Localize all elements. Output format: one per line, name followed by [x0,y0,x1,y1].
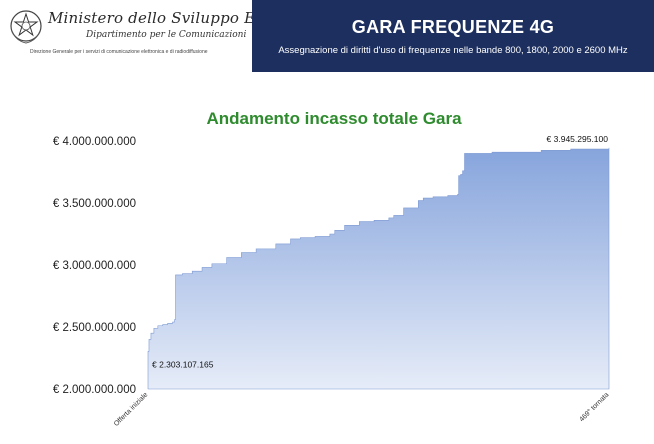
x-tick-label: 469° tornata [578,391,611,424]
page-subtitle: Assegnazione di diritti d'uso di frequen… [278,45,628,56]
directorate-name: Direzione Generale per i servizi di comu… [30,49,208,55]
revenue-area-series [147,147,610,390]
page-title: GARA FREQUENZE 4G [351,17,555,37]
chart-title: Andamento incasso totale Gara [206,109,462,128]
italian-republic-emblem-icon [10,10,42,44]
y-tick-label: € 3.500.000.000 [53,198,136,210]
department-name: Dipartimento per le Comunicazioni [86,30,247,40]
ministry-logo: Ministero dello Sviluppo Economico Dipar… [0,0,329,72]
title-banner: GARA FREQUENZE 4G Assegnazione di diritt… [252,0,654,72]
x-tick-label: Offerta iniziale [113,391,150,428]
y-axis: € 2.000.000.000 € 2.500.000.000 € 3.000.00… [53,136,136,396]
revenue-area-chart: Andamento incasso totale Gara € 2.000.00… [53,109,611,428]
y-tick-label: € 4.000.000.000 [53,136,136,148]
y-tick-label: € 2.000.000.000 [53,384,136,396]
header: Ministero dello Sviluppo Economico Dipar… [0,0,654,72]
annotations: € 2.303.107.165 € 3.945.295.100 [152,134,608,370]
y-tick-label: € 2.500.000.000 [53,322,136,334]
x-axis: Offerta iniziale 469° tornata [113,391,611,428]
data-label: € 2.303.107.165 [152,359,214,369]
y-tick-label: € 3.000.000.000 [53,260,136,272]
data-label: € 3.945.295.100 [547,134,609,144]
